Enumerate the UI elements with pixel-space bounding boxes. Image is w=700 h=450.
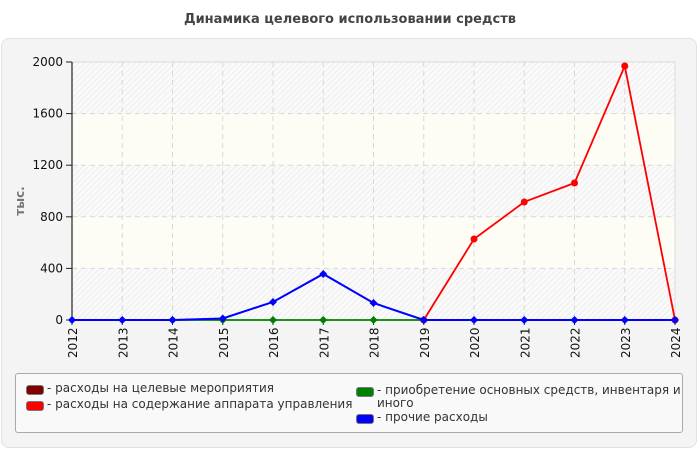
plot-band (72, 268, 675, 320)
data-point-marker (520, 198, 528, 206)
data-point-marker (671, 316, 679, 324)
x-tick-label: 2013 (116, 327, 130, 358)
x-tick-label: 2012 (66, 327, 80, 358)
data-point-marker (470, 235, 478, 243)
series-line (422, 62, 676, 321)
data-point-marker (571, 179, 578, 187)
x-tick-label: 2021 (518, 327, 532, 358)
chart-legend: - расходы на целевые мероприятия - расхо… (15, 373, 683, 433)
x-tick-label: 2014 (167, 327, 181, 358)
data-point-marker (470, 316, 478, 324)
legend-item-other-costs: - прочие расходы (356, 411, 697, 424)
x-tick-label: 2016 (267, 327, 281, 358)
data-point-marker (118, 316, 127, 324)
data-point-marker (319, 316, 328, 324)
data-point-marker (369, 316, 378, 324)
x-tick-label: 2018 (368, 327, 382, 358)
data-point-marker (570, 316, 579, 324)
data-point-marker (621, 62, 629, 70)
x-tick-label: 2024 (669, 327, 683, 358)
chart-title: Динамика целевого использовании средств (184, 12, 516, 27)
data-point-marker (269, 297, 277, 306)
data-point-marker (269, 316, 277, 324)
y-tick-label: 2000 (32, 55, 63, 69)
y-axis-label: тыс. (13, 186, 27, 215)
x-tick-label: 2023 (619, 327, 633, 358)
y-tick-label: 1600 (32, 107, 63, 121)
y-tick-label: 800 (40, 210, 63, 224)
data-point-marker (520, 316, 529, 324)
x-tick-label: 2015 (217, 327, 231, 358)
data-point-marker (620, 316, 629, 324)
y-tick-label: 0 (55, 313, 63, 327)
y-tick-label: 400 (40, 261, 63, 275)
legend-item-fixed-assets: - приобретение основных средств, инвента… (356, 384, 697, 410)
y-tick-label: 1200 (32, 158, 63, 172)
data-point-marker (369, 298, 378, 307)
x-tick-label: 2020 (468, 327, 482, 358)
legend-swatch-green (356, 387, 374, 397)
legend-swatch-darkred (26, 385, 44, 395)
x-tick-label: 2022 (569, 327, 583, 358)
data-point-marker (168, 316, 177, 324)
data-point-marker (218, 314, 227, 323)
x-tick-label: 2017 (317, 327, 331, 358)
legend-item-admin-costs: - расходы на содержание аппарата управле… (26, 398, 367, 411)
legend-item-target-events: - расходы на целевые мероприятия (26, 382, 367, 395)
legend-swatch-red (26, 401, 44, 411)
legend-swatch-blue (356, 414, 374, 424)
data-point-marker (68, 316, 76, 324)
x-tick-label: 2019 (418, 327, 432, 358)
data-point-marker (319, 269, 328, 278)
plot-band (72, 62, 675, 114)
data-point-marker (419, 316, 428, 324)
series-3 (68, 269, 679, 324)
